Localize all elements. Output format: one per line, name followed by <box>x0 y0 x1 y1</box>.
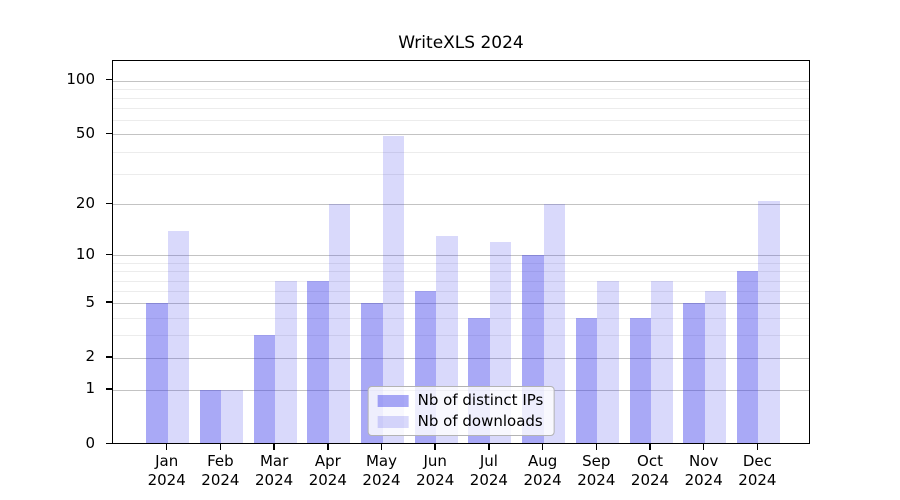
x-tick-mark <box>327 444 329 450</box>
y-tick-mark <box>106 253 112 256</box>
x-tick-mark <box>541 444 544 450</box>
bar-mar-downloads <box>275 280 297 443</box>
bar-dec-downloads <box>758 200 780 443</box>
minor-gridline <box>113 151 809 153</box>
plot-area: Nb of distinct IPs Nb of downloads <box>112 60 810 444</box>
bar-nov-ips <box>683 303 705 443</box>
x-tick-mark <box>380 444 383 450</box>
legend: Nb of distinct IPs Nb of downloads <box>367 386 555 436</box>
bar-apr-downloads <box>328 204 351 443</box>
bar-mar-ips <box>253 335 276 443</box>
minor-gridline <box>113 97 809 99</box>
x-tick-label: May 2024 <box>362 452 401 489</box>
major-gridline <box>113 134 809 136</box>
x-tick-label: Jul 2024 <box>469 452 508 489</box>
y-tick-mark <box>106 202 112 205</box>
major-gridline <box>113 204 809 206</box>
x-tick-label: Sep 2024 <box>577 452 616 489</box>
y-tick-label: 0 <box>85 434 95 452</box>
y-tick-mark <box>106 388 112 390</box>
bar-oct-ips <box>629 317 651 443</box>
major-gridline <box>113 357 809 359</box>
major-gridline <box>113 255 809 257</box>
bar-oct-downloads <box>651 280 673 443</box>
y-tick-mark <box>106 132 112 135</box>
bar-aug-downloads <box>543 204 566 443</box>
legend-label-distinct-ips: Nb of distinct IPs <box>417 391 544 409</box>
x-tick-label: Dec 2024 <box>738 452 777 489</box>
x-tick-mark <box>219 444 222 450</box>
minor-gridline <box>113 108 809 110</box>
minor-gridline <box>113 120 809 122</box>
x-tick-label: Apr 2024 <box>308 452 347 489</box>
legend-entry-downloads: Nb of downloads <box>377 412 544 430</box>
legend-swatch-downloads <box>377 415 409 428</box>
x-tick-label: Aug 2024 <box>523 452 562 489</box>
y-tick-mark <box>106 301 112 303</box>
bar-feb-downloads <box>221 389 243 443</box>
major-gridline <box>113 80 809 82</box>
x-tick-mark <box>595 444 598 450</box>
y-tick-label: 50 <box>75 123 95 142</box>
y-tick-label: 10 <box>75 244 95 263</box>
minor-gridline <box>113 88 809 90</box>
minor-gridline <box>113 271 809 273</box>
y-tick-mark <box>106 442 112 445</box>
minor-gridline <box>113 317 809 319</box>
x-tick-label: Jan 2024 <box>147 452 186 489</box>
x-tick-mark <box>165 444 168 450</box>
x-tick-label: Feb 2024 <box>201 452 240 489</box>
y-tick-label: 5 <box>85 292 95 311</box>
bar-sep-ips <box>575 317 598 443</box>
y-tick-label: 100 <box>66 70 95 89</box>
y-tick-label: 1 <box>85 379 95 398</box>
y-tick-label: 2 <box>85 347 95 366</box>
minor-gridline <box>113 280 809 282</box>
x-tick-mark <box>649 444 651 450</box>
legend-label-downloads: Nb of downloads <box>417 412 543 430</box>
legend-entry-distinct-ips: Nb of distinct IPs <box>377 391 544 409</box>
bar-sep-downloads <box>597 280 619 443</box>
x-tick-mark <box>273 444 275 450</box>
x-tick-mark <box>702 444 705 450</box>
y-tick-label: 20 <box>75 193 95 212</box>
bar-feb-ips <box>199 389 222 443</box>
minor-gridline <box>113 291 809 293</box>
bar-apr-ips <box>307 280 329 443</box>
x-tick-label: Nov 2024 <box>684 452 723 489</box>
x-tick-label: Jun 2024 <box>416 452 455 489</box>
minor-gridline <box>113 173 809 175</box>
x-tick-mark <box>488 444 490 450</box>
bar-dec-ips <box>736 271 759 443</box>
major-gridline <box>113 303 809 305</box>
y-tick-mark <box>106 356 112 358</box>
y-tick-mark <box>106 78 112 81</box>
chart-title: WriteXLS 2024 <box>398 33 524 53</box>
x-tick-label: Mar 2024 <box>255 452 294 489</box>
bar-jan-downloads <box>167 230 190 443</box>
x-tick-label: Oct 2024 <box>630 452 670 489</box>
bar-jan-ips <box>146 303 168 443</box>
x-tick-mark <box>756 444 759 450</box>
minor-gridline <box>113 335 809 337</box>
minor-gridline <box>113 262 809 264</box>
x-tick-mark <box>434 444 436 450</box>
bar-nov-downloads <box>704 291 727 443</box>
legend-swatch-distinct-ips <box>377 394 409 407</box>
bar-may-downloads <box>382 136 404 443</box>
